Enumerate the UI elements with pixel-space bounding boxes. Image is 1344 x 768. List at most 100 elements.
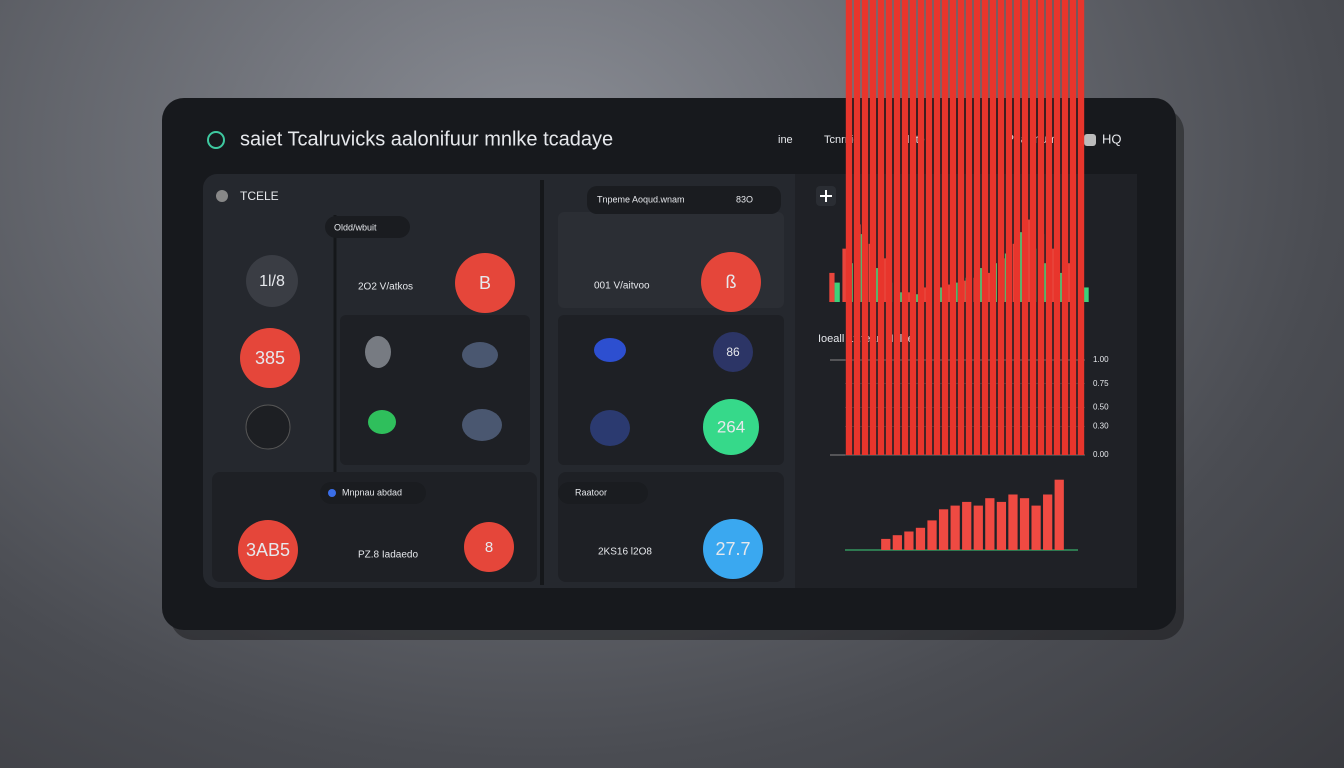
bar <box>965 0 973 455</box>
bar <box>909 0 917 455</box>
pill-label[interactable]: Mnpnau abdad <box>342 487 402 497</box>
bar <box>915 527 926 550</box>
bar <box>978 268 984 302</box>
coin-label: 27.7 <box>715 539 750 559</box>
icon <box>328 489 336 497</box>
bar <box>1083 287 1089 302</box>
bar <box>834 282 840 302</box>
bar <box>949 0 957 455</box>
bar <box>1031 505 1041 550</box>
bar <box>1077 0 1085 455</box>
bar <box>1061 0 1069 455</box>
bar <box>892 535 902 550</box>
plus <box>820 190 832 202</box>
bar <box>869 0 877 455</box>
bar <box>1017 232 1024 302</box>
coin-label: B <box>479 273 491 293</box>
bar <box>973 0 981 455</box>
search-count: 83O <box>736 194 753 204</box>
y-tick-label: 0.00 <box>1093 450 1109 459</box>
pill-label[interactable]: Oldd/wbuit <box>334 222 377 232</box>
bar <box>1008 494 1018 550</box>
icon <box>590 410 630 446</box>
bar <box>904 531 914 550</box>
bar <box>989 0 997 455</box>
coin <box>238 520 298 580</box>
pill-label[interactable]: Raatoor <box>575 487 607 497</box>
card-label: 2KS16 l2O8 <box>598 547 652 558</box>
coin-label: 86 <box>726 345 740 359</box>
bar <box>1025 219 1032 302</box>
card-label: 2O2 V/atkos <box>358 282 413 293</box>
bar <box>933 0 941 455</box>
card-label: PZ.8 Iadaedo <box>358 550 418 561</box>
bar <box>1043 494 1053 550</box>
bar <box>1069 0 1077 455</box>
coin-label: 1l/8 <box>259 273 285 290</box>
bar <box>938 509 949 550</box>
icon <box>216 190 228 202</box>
bar <box>1013 0 1021 455</box>
bar <box>893 0 901 455</box>
bar <box>873 268 880 302</box>
bar <box>941 0 949 455</box>
bar <box>1019 498 1030 550</box>
coin <box>240 328 300 388</box>
y-tick-label: 0.50 <box>1093 403 1109 412</box>
coin-label: ß <box>726 272 737 292</box>
bar <box>1045 0 1053 455</box>
pill[interactable] <box>558 482 648 504</box>
icon <box>462 342 498 368</box>
nav-item[interactable]: ine <box>778 134 793 146</box>
bar <box>1054 479 1064 550</box>
coin <box>703 519 763 579</box>
bar <box>842 248 848 302</box>
bar <box>986 272 992 302</box>
icon <box>462 409 502 441</box>
bar <box>917 0 925 455</box>
y-tick-label: 1.00 <box>1093 355 1109 364</box>
card <box>340 315 530 465</box>
bar <box>996 501 1007 550</box>
coin-label: 3AB5 <box>246 540 290 560</box>
bar <box>973 505 983 550</box>
coin <box>245 404 291 450</box>
bar <box>950 505 960 550</box>
coin-label: 8 <box>485 539 493 556</box>
bar <box>861 0 869 455</box>
bar <box>981 0 989 455</box>
bar <box>985 498 995 550</box>
pill[interactable] <box>320 482 426 504</box>
bar <box>1029 0 1037 455</box>
card-label: 001 V/aitvoo <box>594 281 650 292</box>
coin <box>701 252 761 312</box>
bar <box>962 501 972 550</box>
bar <box>1053 0 1061 455</box>
search-box[interactable] <box>587 186 781 214</box>
badge-icon <box>1084 134 1096 146</box>
bar <box>997 0 1005 455</box>
coin <box>464 522 514 572</box>
logo <box>207 131 225 149</box>
bar <box>925 0 933 455</box>
coin <box>246 255 298 307</box>
coin <box>455 253 515 313</box>
bar <box>881 258 887 302</box>
y-tick-label: 0.30 <box>1093 422 1109 431</box>
icon <box>368 410 396 434</box>
badge[interactable]: HQ <box>1102 131 1122 146</box>
panel-label: TCELE <box>240 189 279 203</box>
bar <box>901 0 909 455</box>
bar <box>881 538 891 550</box>
bar <box>877 0 885 455</box>
search-text[interactable]: Tnpeme Aoqud.wnam <box>597 194 685 204</box>
pill[interactable] <box>325 216 410 238</box>
bar <box>1005 0 1013 455</box>
bar <box>885 0 893 455</box>
bar <box>927 520 937 550</box>
bar <box>957 0 965 455</box>
coin <box>703 399 759 455</box>
coin-label: 264 <box>717 417 745 436</box>
